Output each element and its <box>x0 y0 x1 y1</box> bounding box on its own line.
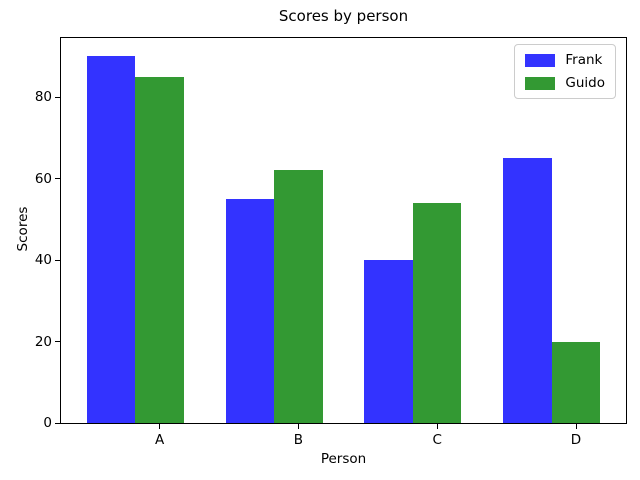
legend-label: Guido <box>565 75 605 91</box>
x-tick-label: C <box>432 432 442 448</box>
legend-swatch-icon <box>525 53 556 67</box>
x-tick-mark <box>159 424 161 429</box>
x-tick-label: D <box>570 432 582 448</box>
bar-guido-B <box>274 170 323 423</box>
legend-item-frank: Frank <box>525 52 605 68</box>
x-tick-label: A <box>154 432 165 448</box>
bar-frank-C <box>364 260 413 423</box>
plot-area: Frank Guido <box>60 37 627 424</box>
y-tick-label: 60 <box>34 170 52 187</box>
legend-label: Frank <box>565 52 603 68</box>
chart-title: Scores by person <box>278 7 409 25</box>
x-tick-mark <box>575 424 577 429</box>
y-tick-mark <box>55 341 60 342</box>
y-tick-mark <box>55 96 60 98</box>
y-tick-mark <box>55 178 60 180</box>
legend-item-guido: Guido <box>525 75 605 91</box>
legend-swatch-icon <box>525 76 556 90</box>
y-tick-mark <box>55 259 60 261</box>
bar-frank-B <box>225 198 275 423</box>
bar-frank-D <box>503 158 552 423</box>
x-tick-label: B <box>293 432 304 448</box>
x-axis-label: Person <box>320 451 367 467</box>
y-tick-label: 80 <box>34 89 52 106</box>
bar-guido-C <box>412 203 462 423</box>
y-tick-label: 20 <box>34 333 52 350</box>
y-tick-label: 0 <box>43 415 52 431</box>
x-tick-mark <box>436 424 438 429</box>
y-tick-mark <box>55 422 60 424</box>
bar-frank-A <box>86 56 136 423</box>
bar-guido-A <box>135 76 184 423</box>
legend: Frank Guido <box>514 44 616 99</box>
bar-guido-D <box>551 341 601 423</box>
y-tick-label: 40 <box>34 252 52 268</box>
x-tick-mark <box>297 424 299 429</box>
